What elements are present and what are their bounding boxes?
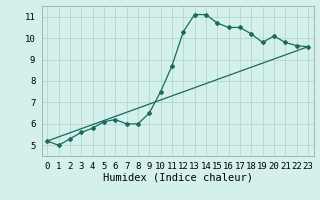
X-axis label: Humidex (Indice chaleur): Humidex (Indice chaleur) [103,173,252,183]
